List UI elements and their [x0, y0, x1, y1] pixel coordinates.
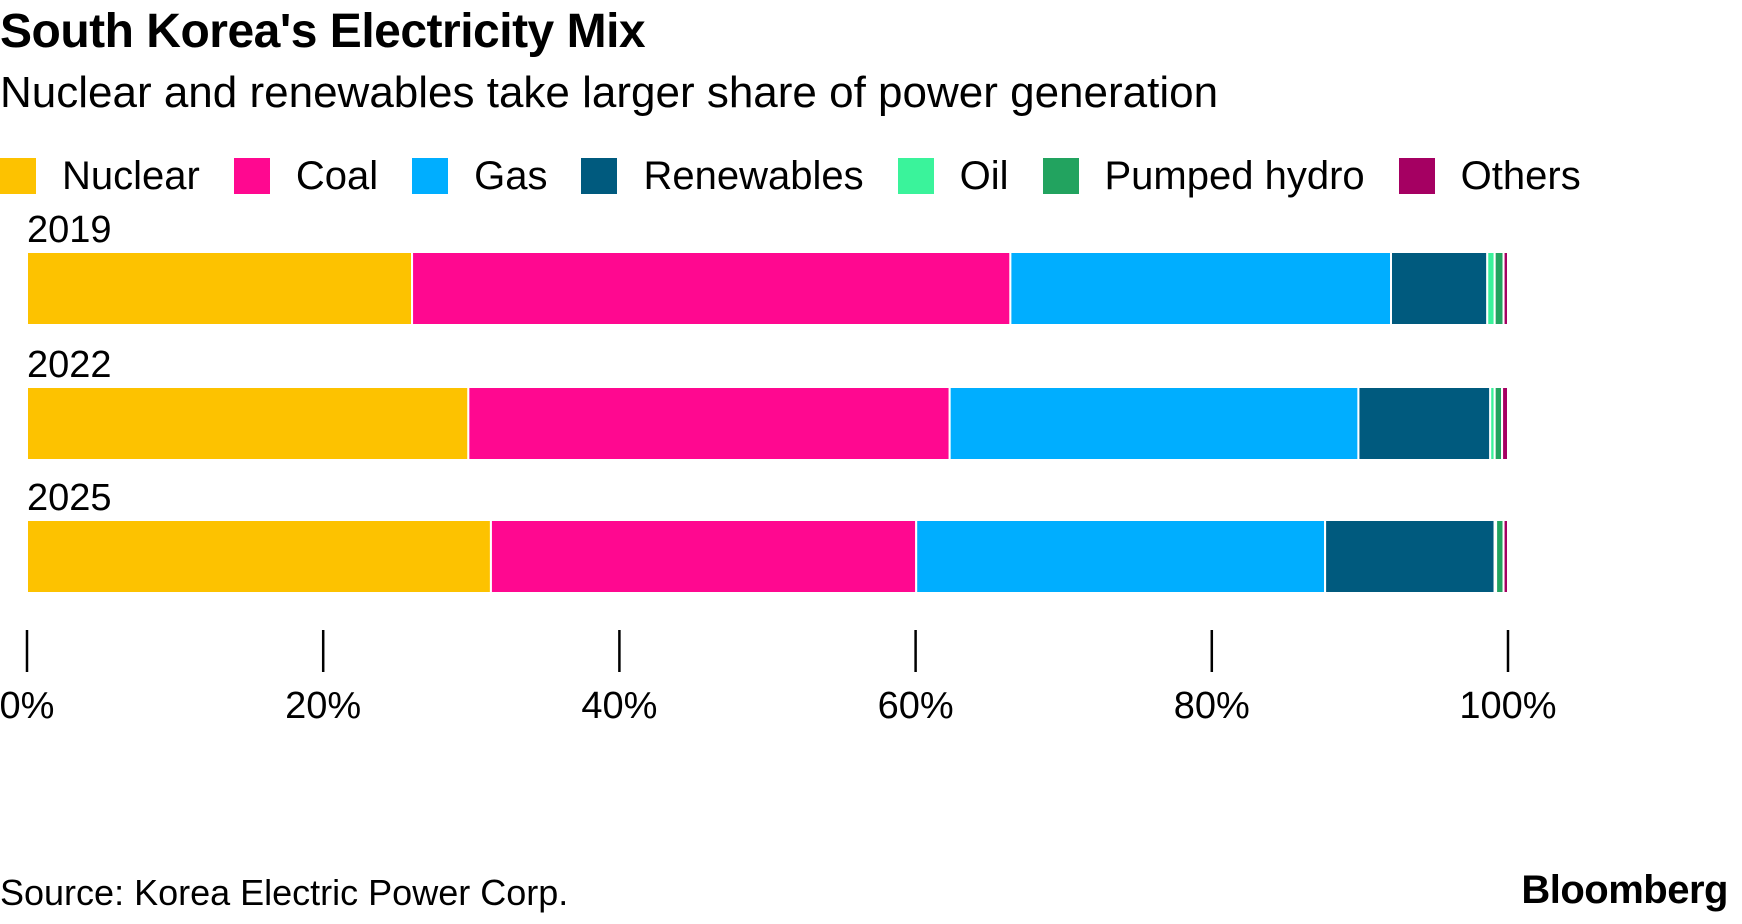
- bar-segment-2025-others: [1502, 519, 1510, 594]
- legend-swatch: [897, 158, 934, 194]
- bar-segment-2025-gas: [915, 519, 1327, 594]
- x-tick-label: 60%: [878, 685, 954, 727]
- x-tick-label: 0%: [0, 685, 54, 727]
- bar-segment-2019-renewables: [1390, 251, 1489, 326]
- bar-segment-2022-gas: [948, 386, 1360, 461]
- x-tick-label: 100%: [1459, 685, 1556, 727]
- legend-item-nuclear: Nuclear: [0, 154, 200, 199]
- bar-segment-2019-gas: [1009, 251, 1393, 326]
- bar-segment-2022-renewables: [1357, 386, 1492, 461]
- bar-segment-2019-pumped-hydro: [1493, 251, 1505, 326]
- bar-segment-2019-coal: [411, 251, 1012, 326]
- chart-subtitle: Nuclear and renewables take larger share…: [0, 68, 1219, 117]
- bar-segment-2019-others: [1502, 251, 1510, 326]
- legend-swatch: [0, 158, 36, 194]
- legend-label: Pumped hydro: [1104, 153, 1365, 198]
- x-tick-label: 80%: [1174, 685, 1250, 727]
- legend-item-gas: Gas: [412, 154, 547, 199]
- legend-label: Nuclear: [62, 153, 200, 198]
- legend-item-oil: Oil: [897, 153, 1009, 199]
- bar-segment-2022-nuclear: [26, 386, 470, 461]
- x-tick-label: 20%: [285, 685, 361, 727]
- legend-label: Others: [1460, 153, 1581, 198]
- bar-segment-2019-nuclear: [26, 251, 414, 326]
- legend-item-pumped-hydro: Pumped hydro: [1042, 153, 1365, 199]
- bloomberg-logo: Bloomberg: [1521, 868, 1728, 912]
- legend-swatch: [1042, 158, 1079, 194]
- bar-segment-2022-pumped-hydro: [1493, 386, 1504, 461]
- category-label-2022: 2022: [27, 344, 112, 386]
- x-tick-label: 40%: [581, 685, 657, 727]
- bar-segment-2022-others: [1501, 386, 1510, 461]
- legend-item-coal: Coal: [233, 153, 379, 199]
- chart-legend: Nuclear Coal Gas Renewables Oil Pumped hydro O…: [0, 150, 1615, 202]
- category-label-2019: 2019: [27, 209, 112, 251]
- legend-swatch: [412, 158, 449, 194]
- legend-label: Renewables: [643, 153, 864, 198]
- legend-label: Oil: [959, 153, 1009, 198]
- bar-segment-2025-nuclear: [26, 519, 492, 594]
- legend-swatch: [1398, 158, 1435, 194]
- bar-segment-2025-coal: [489, 519, 918, 594]
- legend-swatch: [581, 158, 618, 194]
- bar-segment-2019-oil: [1486, 251, 1496, 326]
- chart-title: South Korea's Electricity Mix: [0, 5, 646, 58]
- source-note: Source: Korea Electric Power Corp.: [0, 872, 569, 913]
- legend-item-others: Others: [1398, 153, 1581, 199]
- category-label-2025: 2025: [27, 477, 112, 519]
- legend-label: Coal: [295, 153, 379, 198]
- legend-item-renewables: Renewables: [581, 153, 864, 199]
- legend-swatch: [233, 158, 270, 194]
- legend-label: Gas: [474, 153, 548, 198]
- bar-segment-2025-pumped-hydro: [1495, 519, 1505, 594]
- bar-segment-2025-renewables: [1324, 519, 1496, 594]
- bar-segment-2022-coal: [467, 386, 951, 461]
